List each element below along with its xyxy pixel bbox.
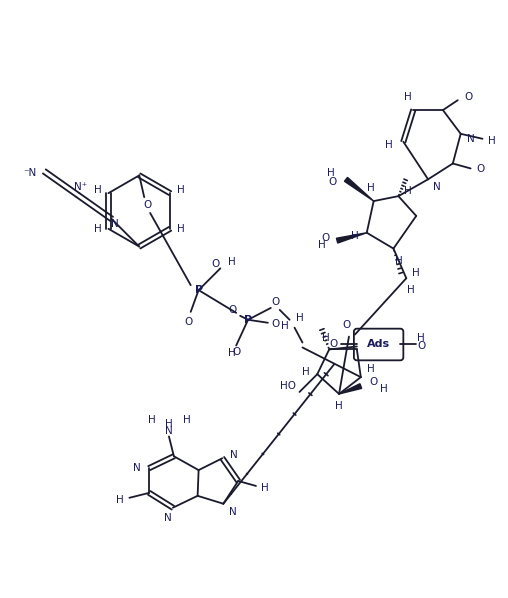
Text: H: H [327, 169, 335, 178]
Text: H: H [177, 224, 185, 234]
Text: N: N [229, 507, 237, 517]
FancyBboxPatch shape [354, 329, 403, 361]
Polygon shape [344, 178, 374, 201]
Text: O: O [343, 320, 351, 329]
Text: N: N [164, 512, 172, 523]
Text: H: H [407, 285, 415, 295]
Polygon shape [336, 233, 367, 243]
Text: H: H [351, 231, 359, 241]
Text: H: H [385, 140, 392, 150]
Text: O: O [211, 260, 219, 269]
Text: O: O [143, 200, 151, 210]
Text: O: O [272, 297, 280, 307]
Text: Ads: Ads [367, 340, 390, 349]
Text: H: H [116, 495, 123, 505]
Text: H: H [404, 186, 412, 196]
Text: H: H [489, 136, 496, 146]
Text: N⁺: N⁺ [74, 182, 87, 192]
Text: H: H [417, 332, 425, 343]
Text: H: H [228, 257, 236, 267]
Text: H: H [165, 419, 173, 429]
Text: O: O [232, 347, 240, 358]
Text: ⁻N: ⁻N [23, 169, 37, 178]
Text: HO: HO [279, 381, 296, 391]
Text: H: H [404, 92, 412, 102]
Text: H: H [319, 240, 326, 249]
Text: H: H [183, 414, 190, 425]
Text: O: O [228, 305, 236, 315]
Text: O: O [321, 233, 329, 243]
Text: O: O [369, 377, 378, 387]
Text: N: N [134, 463, 141, 473]
Text: H: H [93, 185, 102, 195]
Text: H: H [148, 414, 156, 425]
Polygon shape [339, 384, 362, 394]
Text: O: O [417, 341, 425, 352]
Text: H: H [177, 185, 185, 195]
Text: O: O [272, 319, 280, 329]
Text: N: N [467, 134, 474, 144]
Text: H: H [367, 364, 374, 374]
Text: N: N [165, 426, 173, 435]
Text: H: H [302, 367, 309, 377]
Text: H: H [395, 257, 402, 267]
Text: O: O [184, 317, 193, 327]
Text: H: H [412, 269, 420, 278]
Text: O: O [329, 340, 337, 349]
Text: H: H [379, 384, 388, 394]
Text: P: P [244, 315, 252, 325]
Text: N: N [111, 219, 118, 229]
Text: N: N [230, 450, 238, 460]
Text: H: H [335, 401, 343, 411]
Text: O: O [329, 177, 337, 187]
Text: H: H [229, 349, 236, 358]
Text: H: H [296, 313, 303, 323]
Text: H: H [323, 332, 330, 343]
Text: P: P [195, 285, 203, 295]
Text: O: O [464, 92, 473, 102]
Text: H: H [367, 183, 374, 193]
Text: H: H [261, 483, 269, 493]
Text: N: N [433, 182, 441, 192]
Text: O: O [477, 164, 485, 175]
Text: H: H [281, 321, 289, 331]
Text: H: H [93, 224, 102, 234]
